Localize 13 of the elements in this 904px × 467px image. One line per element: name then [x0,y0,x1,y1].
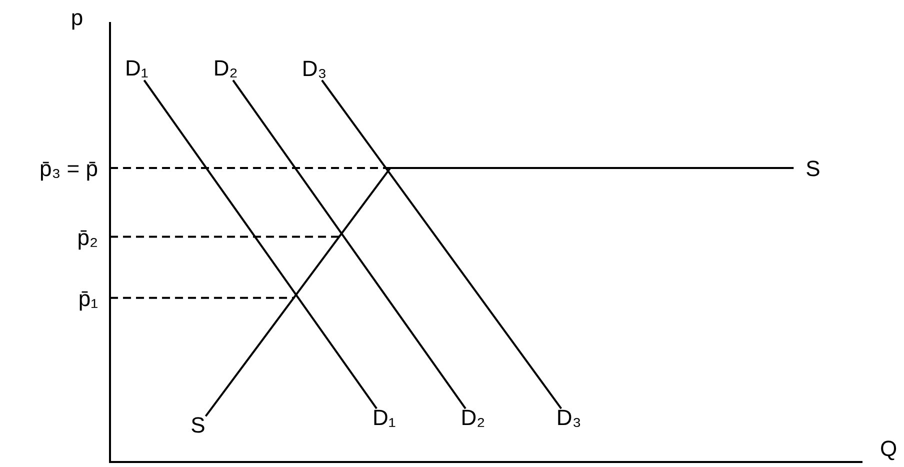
series-label: p̄₂ [77,224,98,250]
y-axis-title: p [70,5,84,30]
series-label: D₁ [372,405,396,430]
text: S [806,156,820,182]
text: D₂ [213,56,238,81]
series-label: p̄₃ = p̄ [39,156,98,182]
text: D₃ [302,56,327,81]
series-label: p̄₁ [78,286,98,311]
x-axis-title: Q [880,436,898,462]
text: D₁ [125,56,148,81]
series-label: D₃ [556,405,582,430]
series-label: D₂ [460,405,486,430]
series-label: S [190,412,206,438]
